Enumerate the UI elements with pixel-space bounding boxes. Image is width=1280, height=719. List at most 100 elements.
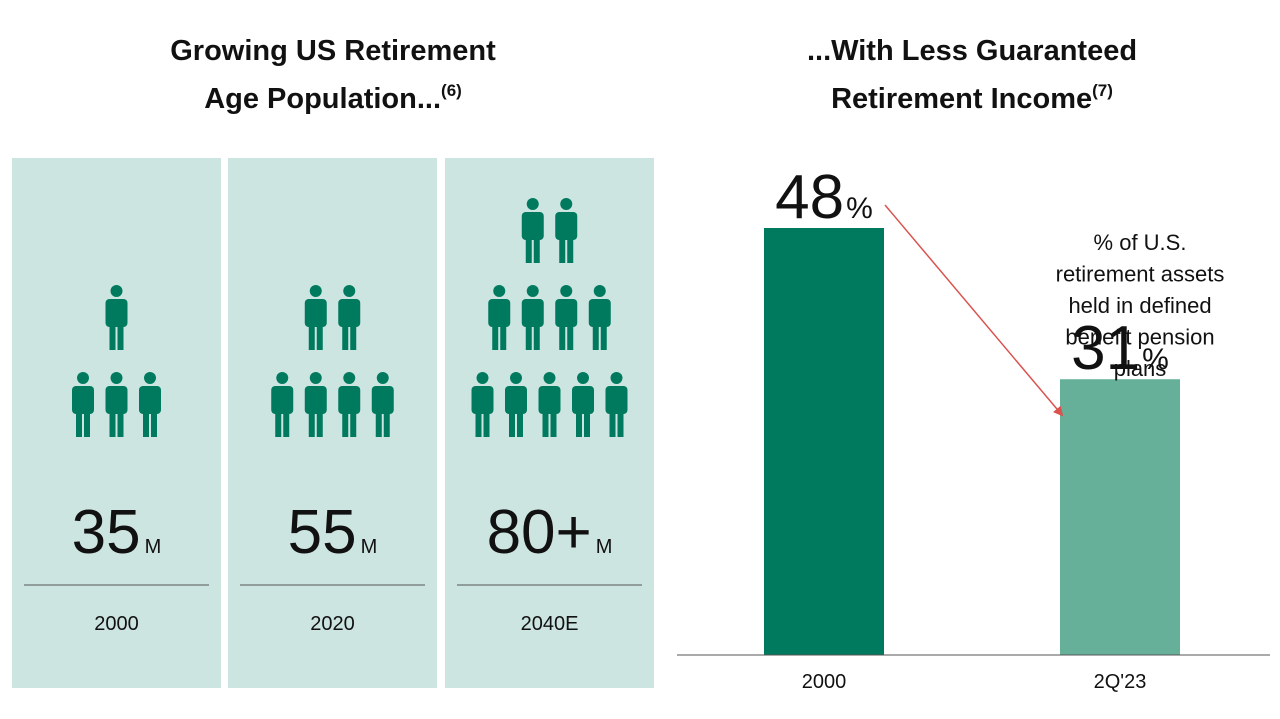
annotation: benefit pension <box>1065 325 1214 350</box>
person-icon <box>72 372 94 437</box>
leg <box>342 408 349 437</box>
torso <box>572 386 594 414</box>
person-icon <box>371 372 394 437</box>
value-label: 48% <box>775 163 873 232</box>
torso <box>521 299 544 327</box>
head <box>110 285 123 297</box>
leg <box>517 408 523 437</box>
person-icon <box>521 285 544 350</box>
panel <box>228 158 437 688</box>
head <box>110 372 123 384</box>
torso <box>371 386 394 414</box>
leg <box>592 321 599 350</box>
leg <box>375 408 382 437</box>
torso <box>505 386 527 414</box>
value: 55 <box>288 498 357 567</box>
head <box>309 372 322 384</box>
head <box>376 372 389 384</box>
bar <box>1060 379 1180 655</box>
annotation: retirement assets <box>1056 262 1225 287</box>
unit: M <box>361 536 378 558</box>
torso <box>304 386 327 414</box>
leg <box>483 408 490 437</box>
head <box>526 198 539 210</box>
leg <box>509 408 515 437</box>
leg <box>308 321 315 350</box>
person-icon <box>271 372 294 437</box>
head <box>343 372 356 384</box>
bar-chart: 48% 2000 31% 2Q'23 % of U.S. retirement asset… <box>677 163 1270 693</box>
year-label: 2040E <box>521 613 579 635</box>
right-title: Retirement Income(7) <box>831 81 1113 115</box>
leg <box>567 321 574 350</box>
head <box>543 372 556 384</box>
head <box>577 372 589 384</box>
leg <box>576 408 582 437</box>
person-icon <box>304 285 327 350</box>
leg <box>350 321 357 350</box>
leg <box>342 321 349 350</box>
head <box>343 285 356 297</box>
panel <box>12 158 221 688</box>
torso <box>471 386 494 414</box>
person-icon <box>139 372 161 437</box>
left-title: Growing US Retirement <box>170 35 496 67</box>
head <box>526 285 539 297</box>
head <box>560 198 573 210</box>
person-icon <box>338 285 361 350</box>
panel-value: 35 M <box>72 498 162 567</box>
head <box>560 285 573 297</box>
person-icon <box>105 372 128 437</box>
person-icon <box>555 285 578 350</box>
footnote: (7) <box>1092 81 1113 100</box>
leg <box>500 321 507 350</box>
leg <box>316 408 323 437</box>
person-icon <box>505 372 527 437</box>
person-icon <box>521 198 544 263</box>
leg <box>550 408 557 437</box>
year-label: 2020 <box>310 613 355 635</box>
torso <box>304 299 327 327</box>
torso <box>338 386 361 414</box>
leg <box>316 321 323 350</box>
torso <box>271 386 294 414</box>
leg <box>383 408 390 437</box>
torso <box>555 212 578 240</box>
leg <box>559 234 566 263</box>
torso <box>72 386 94 414</box>
torso <box>139 386 161 414</box>
leg <box>308 408 315 437</box>
right-title-line: Retirement Income <box>831 83 1092 115</box>
person-icon <box>488 285 511 350</box>
person-icon <box>538 372 561 437</box>
x-tick-label: 2000 <box>802 671 847 693</box>
person-icon <box>572 372 594 437</box>
leg <box>617 408 624 437</box>
footnote: (6) <box>441 81 462 100</box>
leg <box>475 408 482 437</box>
unit: M <box>596 536 613 558</box>
x-tick-label: 2Q'23 <box>1094 671 1147 693</box>
torso <box>538 386 561 414</box>
value-label: 31% <box>1071 314 1169 383</box>
torso <box>488 299 511 327</box>
leg <box>143 408 149 437</box>
leg <box>151 408 157 437</box>
leg <box>76 408 82 437</box>
torso <box>338 299 361 327</box>
person-icon <box>555 198 578 263</box>
head <box>276 372 289 384</box>
person-icon <box>338 372 361 437</box>
annotation: plans <box>1114 356 1167 381</box>
torso <box>555 299 578 327</box>
torso <box>105 386 128 414</box>
head <box>493 285 506 297</box>
leg <box>84 408 90 437</box>
unit: M <box>145 536 162 558</box>
leg <box>117 408 124 437</box>
annotation: % of U.S. <box>1094 230 1187 255</box>
head <box>593 285 606 297</box>
person-icon <box>588 285 611 350</box>
